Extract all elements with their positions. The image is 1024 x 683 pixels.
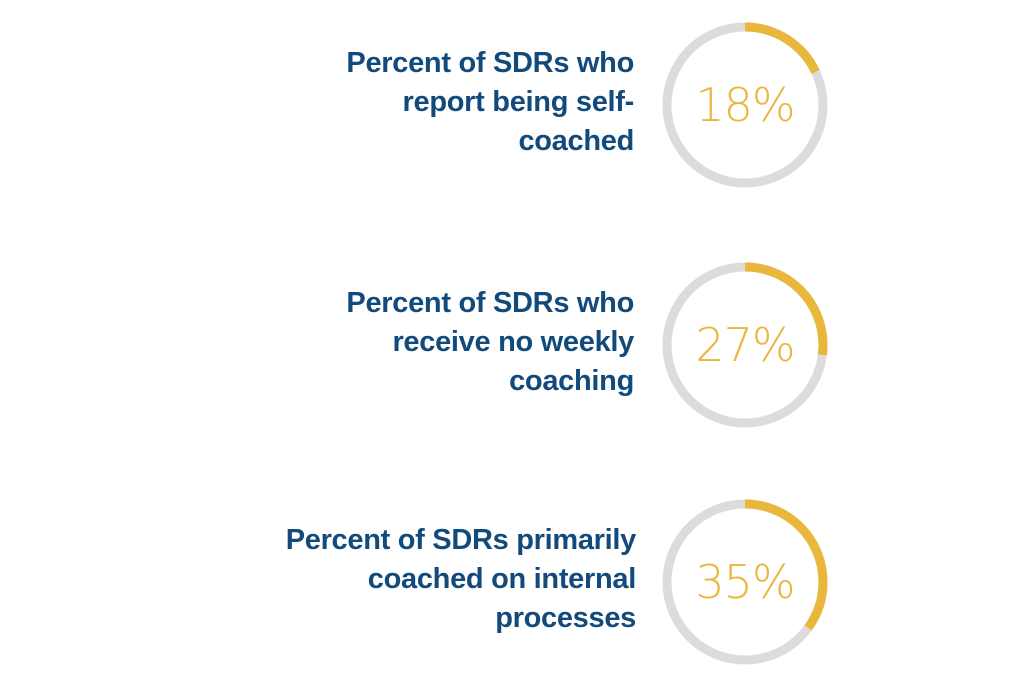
donut-chart: 35% bbox=[650, 487, 840, 677]
stat-label-line: coaching bbox=[509, 365, 634, 397]
donut-arc bbox=[662, 499, 828, 665]
donut-value-label: 18% bbox=[695, 78, 795, 132]
stat-label-line: Percent of SDRs who bbox=[346, 47, 634, 79]
stat-label-line: receive no weekly bbox=[392, 326, 634, 358]
stat-label: Percent of SDRs who report being self- c… bbox=[194, 44, 634, 161]
stat-label-line: coached on internal bbox=[367, 563, 637, 595]
donut-arc bbox=[662, 22, 828, 188]
stat-label-line: Percent of SDRs primarily bbox=[285, 524, 637, 556]
donut-chart: 18% bbox=[650, 10, 840, 200]
stat-row-no-weekly-coaching: Percent of SDRs who receive no weekly co… bbox=[0, 250, 1024, 430]
stat-row-internal-processes: Percent of SDRs primarily coached on int… bbox=[0, 487, 1024, 667]
donut-value-label: 27% bbox=[695, 318, 795, 372]
stat-label: Percent of SDRs primarily coached on int… bbox=[196, 521, 637, 638]
stat-label-line: coached bbox=[518, 125, 634, 157]
stat-row-self-coached: Percent of SDRs who report being self- c… bbox=[0, 10, 1024, 190]
donut-arc bbox=[662, 262, 828, 428]
donut-value-label: 35% bbox=[695, 555, 795, 609]
stat-label-line: processes bbox=[495, 602, 636, 634]
donut-chart: 27% bbox=[650, 250, 840, 440]
stat-label: Percent of SDRs who receive no weekly co… bbox=[194, 284, 634, 401]
stat-label-line: Percent of SDRs who bbox=[346, 287, 634, 319]
stat-label-line: report being self- bbox=[402, 86, 635, 118]
